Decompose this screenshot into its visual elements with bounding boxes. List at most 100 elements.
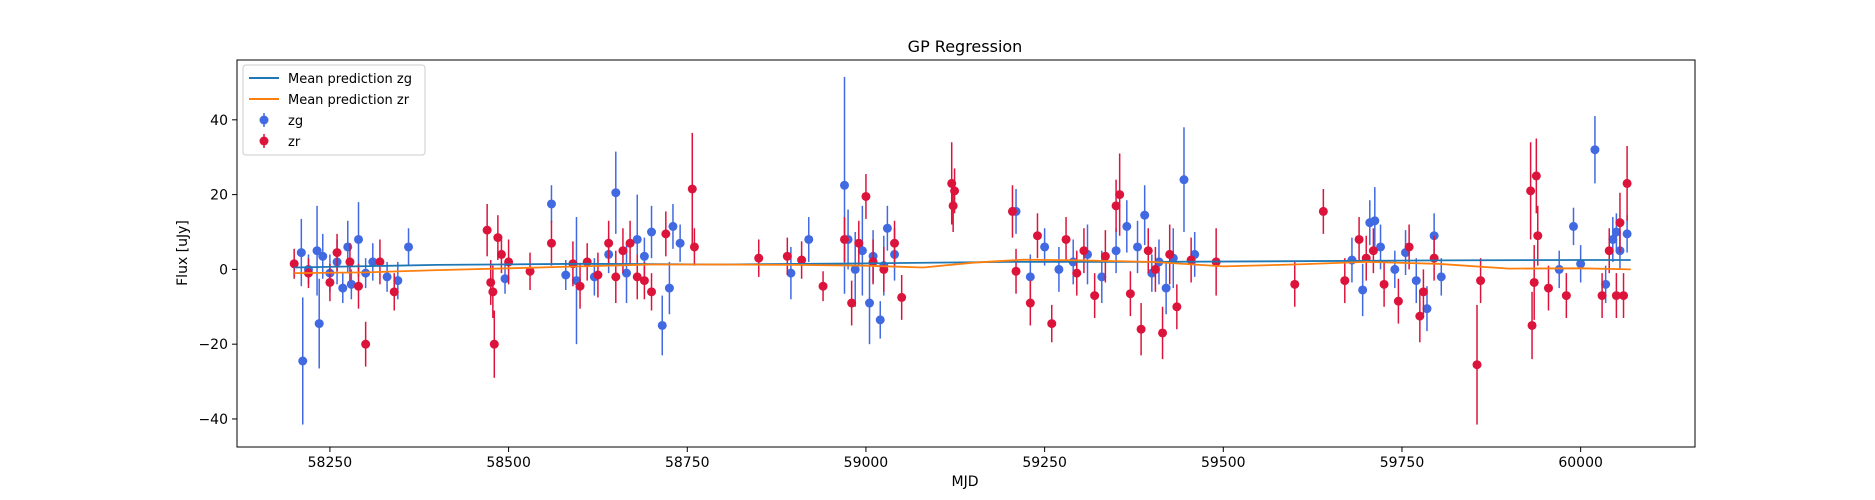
series-zr — [289, 132, 1632, 425]
zg-point — [882, 223, 892, 233]
zr-point — [361, 339, 371, 349]
zg-point — [1436, 272, 1446, 282]
zg-point — [611, 188, 621, 198]
zg-point — [664, 283, 674, 293]
zg-point — [804, 234, 814, 244]
zr-point — [604, 238, 614, 248]
zr-point — [1290, 279, 1300, 289]
zr-point — [1368, 246, 1378, 256]
zr-point — [1561, 291, 1571, 301]
zr-point — [354, 281, 363, 291]
zg-point — [298, 356, 308, 366]
x-tick-label: 59750 — [1380, 455, 1425, 471]
zr-point — [611, 272, 621, 282]
zr-point — [575, 281, 585, 291]
zr-point — [1472, 360, 1482, 370]
zr-point — [486, 277, 496, 287]
zg-point — [338, 283, 348, 293]
zg-point — [1569, 221, 1578, 231]
zg-point — [312, 246, 322, 256]
zg-point — [382, 272, 392, 282]
zr-point — [1125, 289, 1135, 299]
zr-point — [1186, 255, 1196, 265]
zg-point — [857, 246, 867, 256]
zr-point — [1158, 328, 1168, 338]
zr-point — [1032, 231, 1042, 241]
zg-point — [1622, 229, 1632, 239]
zr-point — [1415, 311, 1425, 321]
zr-point — [1597, 291, 1607, 301]
zr-point — [897, 292, 907, 302]
zr-point — [482, 225, 492, 235]
zr-point — [632, 272, 642, 282]
zg-point — [1140, 210, 1150, 220]
zg-point — [622, 268, 632, 278]
y-tick-label: 40 — [210, 113, 228, 129]
zr-point — [289, 259, 299, 269]
y-tick-label: −20 — [198, 337, 228, 353]
zg-point — [1025, 272, 1035, 282]
zg-point — [865, 298, 875, 308]
zg-point — [632, 234, 642, 244]
zr-point — [1100, 251, 1110, 261]
zr-point — [950, 186, 960, 196]
zr-point — [687, 184, 697, 194]
zg-point — [840, 180, 849, 190]
zg-point — [657, 320, 667, 330]
zg-point — [639, 251, 649, 261]
zr-point — [1531, 171, 1541, 181]
x-tick-label: 59250 — [1022, 455, 1067, 471]
zg-point — [1611, 227, 1621, 237]
zr-point — [593, 270, 603, 280]
zr-point — [1533, 231, 1543, 241]
zg-point — [296, 248, 306, 258]
zr-point — [1172, 302, 1182, 312]
y-tick-label: −40 — [198, 412, 228, 428]
zg-point — [368, 257, 378, 267]
x-tick-label: 58750 — [665, 455, 710, 471]
zg-point — [1370, 216, 1380, 226]
x-tick-label: 59500 — [1201, 455, 1246, 471]
zr-point — [840, 234, 849, 244]
zr-point — [1340, 276, 1350, 286]
zr-point — [1611, 291, 1621, 301]
x-tick-label: 59000 — [844, 455, 889, 471]
zr-point — [1079, 246, 1089, 256]
zg-point — [1133, 242, 1143, 252]
zr-point — [847, 298, 857, 308]
zr-point — [1604, 246, 1614, 256]
zr-point — [546, 238, 556, 248]
legend-swatch-marker — [259, 136, 269, 146]
zr-point — [1072, 268, 1082, 278]
x-axis: 58250 58500 58750 59000 59250 59500 59750 60000 — [308, 447, 1603, 471]
zr-point — [854, 238, 864, 248]
zr-point — [890, 238, 900, 248]
zr-point — [488, 287, 498, 297]
zr-point — [625, 238, 635, 248]
zr-point — [493, 233, 503, 243]
x-axis-label: MJD — [952, 474, 979, 490]
legend-label: zg — [288, 114, 303, 129]
zr-point — [525, 266, 535, 276]
x-tick-label: 58500 — [486, 455, 531, 471]
zg-point — [1601, 279, 1611, 289]
zr-point — [782, 251, 792, 261]
zg-point — [1576, 259, 1586, 269]
zr-point — [1393, 296, 1403, 306]
zg-point — [1376, 242, 1386, 252]
zr-point — [1526, 186, 1536, 196]
zg-point — [1054, 264, 1064, 274]
zg-point — [318, 251, 328, 261]
zg-point — [1040, 242, 1050, 252]
zr-point — [1047, 319, 1057, 329]
zr-point — [1090, 291, 1100, 301]
zr-point — [1318, 206, 1328, 216]
series-line-Mean-prediction-zg — [294, 259, 1631, 269]
zr-point — [1011, 266, 1021, 276]
zr-point — [754, 253, 764, 263]
zg-point — [561, 270, 571, 280]
zr-point — [1025, 298, 1035, 308]
legend-label: Mean prediction zg — [288, 72, 412, 87]
zg-point — [404, 242, 414, 252]
